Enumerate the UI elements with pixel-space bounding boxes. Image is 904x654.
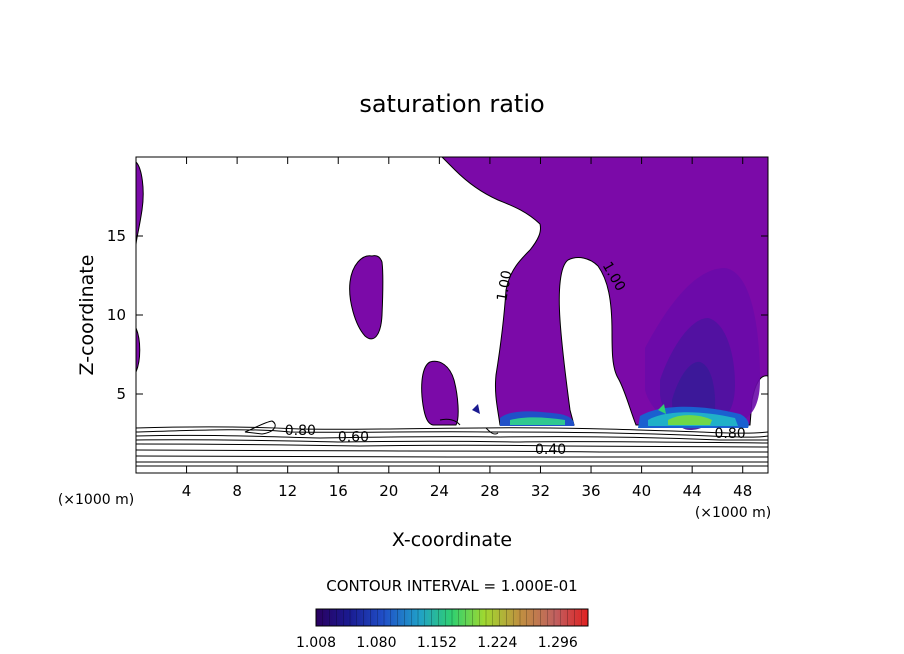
colorbar-tick-label: 1.224 — [477, 635, 517, 651]
contour-line — [136, 429, 768, 438]
y-axis-ticks: 5 10 15 — [107, 227, 768, 403]
contour-line — [439, 418, 461, 426]
x-tick-label: 32 — [531, 482, 550, 500]
x-tick-label: 28 — [480, 482, 499, 500]
colorbar-tick-label: 1.080 — [356, 635, 396, 651]
supersaturation-regions — [136, 157, 768, 430]
plot-area: 0.80 0.600.401.00 1.000.80 — [136, 157, 768, 467]
x-tick-label: 4 — [182, 482, 192, 500]
x-tick-label: 8 — [232, 482, 242, 500]
x-tick-label: 24 — [430, 482, 449, 500]
small-cell-region — [421, 360, 459, 426]
y-tick-label: 5 — [116, 385, 126, 403]
x-unit-left: (×1000 m) — [58, 492, 134, 508]
colorbar: 1.008 1.080 1.152 1.224 1.296 — [296, 608, 589, 651]
colorbar-tick-label: 1.152 — [417, 635, 457, 651]
isolated-cloud-region — [349, 255, 384, 340]
x-tick-label: 48 — [733, 482, 752, 500]
contour-label: 0.40 — [535, 442, 566, 458]
contour-labels: 0.80 0.600.401.00 1.000.80 — [285, 259, 746, 458]
contour-interval-text: CONTOUR INTERVAL = 1.000E-01 — [326, 577, 577, 595]
contour-label: 0.60 — [338, 429, 369, 445]
band-right-green — [668, 415, 712, 425]
y-tick-label: 10 — [107, 306, 126, 324]
x-axis-ticks: 4 8 12 16 20 24 28 32 36 40 44 48 — [182, 157, 752, 500]
band-left-green — [510, 417, 565, 425]
y-axis-label: Z-coordinate — [76, 255, 98, 376]
contour-line — [136, 439, 768, 444]
left-edge-region-lower — [136, 327, 141, 373]
contour-label: 0.80 — [714, 426, 745, 442]
speckle-2 — [658, 404, 666, 414]
x-tick-label: 40 — [632, 482, 651, 500]
x-axis-label: X-coordinate — [392, 529, 512, 551]
contour-line — [485, 427, 499, 435]
contour-line — [244, 420, 276, 435]
speckle-1 — [472, 404, 480, 414]
contour-line — [136, 449, 768, 453]
colorbar-ticks: 1.008 1.080 1.152 1.224 1.296 — [296, 609, 582, 651]
low-level-contours — [136, 418, 768, 467]
contour-line — [136, 443, 768, 448]
x-tick-label: 44 — [683, 482, 702, 500]
chart-title: saturation ratio — [359, 90, 544, 118]
x-tick-label: 16 — [329, 482, 348, 500]
colorbar-tick-label: 1.296 — [538, 635, 578, 651]
x-unit-right: (×1000 m) — [695, 505, 771, 521]
colorbar-tick-label: 1.008 — [296, 635, 336, 651]
y-tick-label: 15 — [107, 227, 126, 245]
contour-label: 1.00 — [494, 269, 515, 302]
x-tick-label: 36 — [581, 482, 600, 500]
contour-line — [136, 434, 768, 441]
contour-line — [136, 455, 768, 458]
x-tick-label: 12 — [278, 482, 297, 500]
contour-label: 0.80 — [285, 423, 316, 439]
x-tick-label: 20 — [379, 482, 398, 500]
left-edge-region — [136, 161, 144, 246]
